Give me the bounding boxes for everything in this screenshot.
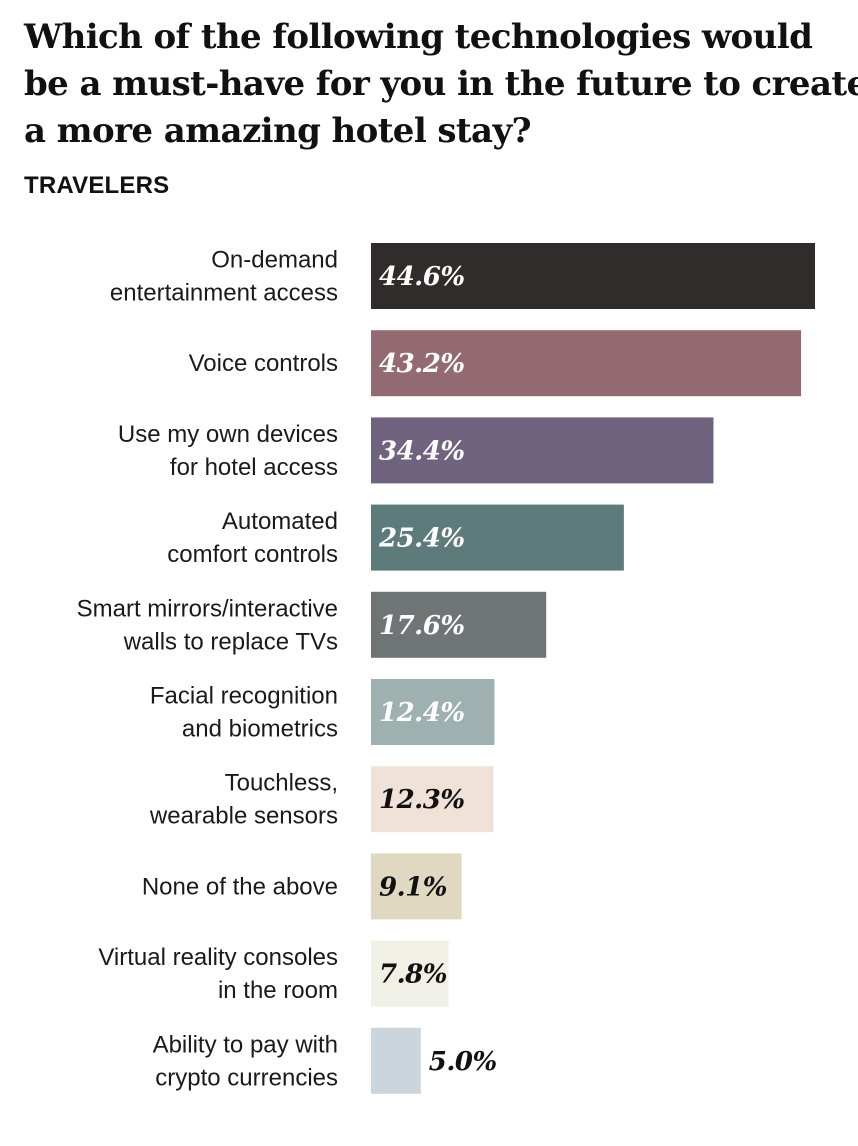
bar-row: 44.6% On-demand entertainment access bbox=[110, 243, 815, 309]
category-label: Voice controls bbox=[189, 350, 338, 377]
bar-row: 34.4% Use my own devices for hotel access bbox=[118, 417, 714, 484]
data-label: 5.0% bbox=[429, 1047, 497, 1077]
bar-row: 17.6% Smart mirrors/interactive walls to r… bbox=[77, 591, 547, 658]
bar-row: 7.8% Virtual reality consoles in the room bbox=[98, 940, 449, 1007]
chart-title-line-3: a more amazing hotel stay? bbox=[24, 111, 532, 151]
category-label: entertainment access bbox=[110, 280, 338, 307]
data-label: 25.4% bbox=[378, 524, 465, 554]
bar-row: 5.0% Ability to pay with crypto currencies bbox=[153, 1027, 497, 1094]
data-label: 44.6% bbox=[379, 262, 465, 292]
bar-row: 25.4% Automated comfort controls bbox=[167, 504, 624, 571]
category-label: Smart mirrors/interactive bbox=[77, 595, 338, 622]
data-label: 9.1% bbox=[379, 872, 447, 902]
category-label: Use my own devices bbox=[118, 421, 338, 448]
data-label: 7.8% bbox=[379, 960, 447, 990]
data-label: 34.4% bbox=[379, 436, 465, 466]
category-label: in the room bbox=[218, 977, 338, 1004]
bar bbox=[371, 591, 547, 658]
bar-row: 12.3% Touchless, wearable sensors bbox=[149, 766, 494, 833]
category-label: crypto currencies bbox=[155, 1064, 338, 1091]
bar-row: 9.1% None of the above bbox=[142, 853, 462, 920]
category-label: On-demand bbox=[211, 247, 338, 274]
category-label: Ability to pay with bbox=[153, 1031, 338, 1058]
bar bbox=[371, 504, 624, 571]
category-label: for hotel access bbox=[170, 454, 338, 481]
data-label: 17.6% bbox=[379, 611, 465, 641]
category-label: and biometrics bbox=[182, 716, 338, 743]
category-label: comfort controls bbox=[167, 541, 338, 568]
bar bbox=[371, 853, 462, 920]
bar bbox=[371, 940, 449, 1007]
data-label: 12.3% bbox=[379, 785, 465, 815]
category-label: None of the above bbox=[142, 873, 338, 900]
bar bbox=[371, 766, 494, 833]
category-label: Facial recognition bbox=[150, 683, 338, 710]
chart-title-line-1: Which of the following technologies woul… bbox=[24, 17, 813, 57]
bar bbox=[371, 1027, 421, 1094]
category-label: Virtual reality consoles bbox=[98, 944, 338, 971]
bar bbox=[371, 243, 815, 309]
category-label: wearable sensors bbox=[149, 803, 338, 830]
chart-title-line-2: be a must-have for you in the future to … bbox=[24, 64, 858, 104]
data-label: 43.2% bbox=[379, 349, 465, 379]
category-label: Automated bbox=[222, 508, 338, 535]
data-label: 12.4% bbox=[379, 698, 465, 728]
bar bbox=[371, 330, 802, 397]
chart-subtitle: TRAVELERS bbox=[24, 172, 170, 199]
category-label: walls to replace TVs bbox=[123, 628, 338, 655]
category-label: Touchless, bbox=[225, 770, 338, 797]
bar-row: 43.2% Voice controls bbox=[189, 330, 802, 397]
chart-title: Which of the following technologies woul… bbox=[24, 14, 858, 155]
bar bbox=[371, 417, 714, 484]
bar bbox=[371, 679, 495, 745]
bar-row: 12.4% Facial recognition and biometrics bbox=[150, 679, 495, 745]
